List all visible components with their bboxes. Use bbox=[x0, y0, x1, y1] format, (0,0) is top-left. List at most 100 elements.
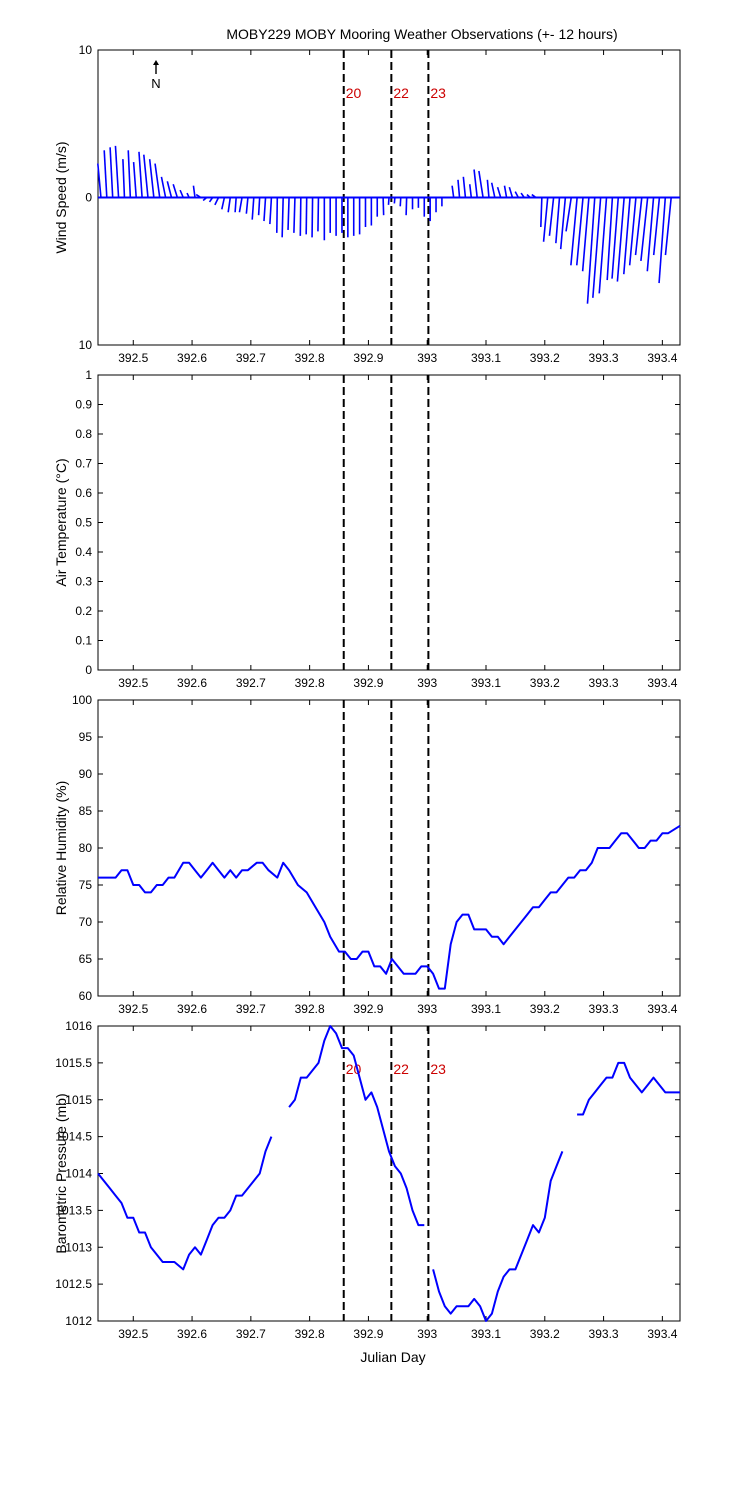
wind-vector bbox=[143, 154, 149, 198]
wind-vector bbox=[478, 170, 484, 198]
marker-label-22: 22 bbox=[393, 85, 409, 101]
y-tick-label: 1014.5 bbox=[55, 1130, 92, 1144]
plot-frame bbox=[97, 1025, 681, 1322]
x-tick-label: 393.2 bbox=[530, 676, 560, 690]
wind-vector bbox=[457, 179, 461, 198]
wind-vector bbox=[468, 184, 473, 198]
wind-vector bbox=[269, 197, 273, 225]
north-label: N bbox=[151, 76, 160, 91]
wind-vector bbox=[611, 197, 620, 279]
wind-vector bbox=[275, 197, 279, 233]
wind-vector bbox=[628, 197, 637, 266]
wind-vector bbox=[473, 169, 478, 198]
wind-vector bbox=[160, 176, 167, 198]
x-tick-label: 392.6 bbox=[177, 676, 207, 690]
x-tick-label: 392.9 bbox=[353, 351, 383, 365]
x-tick-label: 393.2 bbox=[530, 1327, 560, 1341]
x-tick-label: 393.3 bbox=[589, 676, 619, 690]
x-tick-label: 393 bbox=[417, 676, 437, 690]
wind-vector bbox=[393, 197, 396, 204]
wind-vector bbox=[405, 197, 408, 216]
plot-frame bbox=[97, 699, 681, 997]
y-tick-label: 95 bbox=[79, 730, 93, 744]
marker-label-23: 23 bbox=[430, 1061, 446, 1077]
wind-vector bbox=[540, 197, 543, 228]
wind-vector bbox=[138, 151, 143, 198]
wind-vector bbox=[311, 197, 314, 238]
wind-vector bbox=[382, 197, 385, 216]
wind-vector bbox=[592, 197, 602, 298]
y-tick-label: 100 bbox=[72, 693, 92, 707]
x-tick-label: 392.5 bbox=[118, 676, 148, 690]
panel-1: 392.5 392.6 392.7 392.8 392.9 393 393.1 393.2 39… bbox=[53, 43, 681, 365]
y-tick-label: 1015.5 bbox=[55, 1056, 92, 1070]
wind-vector bbox=[195, 193, 202, 199]
wind-vector bbox=[186, 192, 190, 198]
plot-frame bbox=[97, 374, 681, 671]
wind-vector bbox=[208, 197, 214, 203]
wind-vector bbox=[238, 197, 243, 213]
wind-vector bbox=[559, 197, 567, 250]
y-tick-label: 0.6 bbox=[75, 486, 92, 500]
wind-vector bbox=[192, 185, 196, 198]
wind-vector bbox=[109, 147, 114, 198]
y-axis-label: Wind Speed (m/s) bbox=[53, 141, 69, 253]
wind-vector bbox=[257, 197, 261, 216]
panel-3: 392.5 392.6 392.7 392.8 392.9 393 393.1 393.2 39… bbox=[53, 693, 681, 1016]
wind-vector bbox=[664, 197, 672, 256]
panels: 392.5 392.6 392.7 392.8 392.9 393 393.1 393.2 39… bbox=[53, 43, 681, 1341]
y-tick-label: 1015 bbox=[65, 1093, 92, 1107]
x-tick-label: 392.8 bbox=[295, 351, 325, 365]
panel-2: 392.5 392.6 392.7 392.8 392.9 393 393.1 393.2 39… bbox=[53, 368, 681, 690]
x-tick-label: 393.1 bbox=[471, 676, 501, 690]
x-tick-label: 393.4 bbox=[647, 1002, 677, 1016]
y-tick-label: 0.7 bbox=[75, 457, 92, 471]
wind-vector bbox=[451, 185, 455, 198]
x-tick-label: 393.4 bbox=[647, 1327, 677, 1341]
wind-vector bbox=[598, 197, 608, 294]
wind-vector bbox=[263, 197, 267, 222]
wind-vector bbox=[166, 181, 173, 198]
wind-vector bbox=[122, 159, 126, 198]
x-tick-label: 393.1 bbox=[471, 1327, 501, 1341]
y-tick-label: 0.4 bbox=[75, 545, 92, 559]
wind-vector bbox=[526, 193, 531, 199]
wind-vector bbox=[293, 197, 296, 233]
wind-vector bbox=[652, 197, 661, 256]
wind-vector bbox=[305, 197, 308, 235]
y-tick-label: 1013 bbox=[65, 1240, 92, 1254]
y-tick-label: 90 bbox=[79, 767, 93, 781]
x-tick-label: 393 bbox=[417, 351, 437, 365]
y-tick-label: 0.8 bbox=[75, 427, 92, 441]
wind-vector bbox=[508, 186, 514, 198]
data-line-segment bbox=[98, 824, 681, 990]
wind-vector bbox=[234, 197, 237, 213]
x-tick-label: 392.8 bbox=[295, 676, 325, 690]
y-tick-label: 1 bbox=[85, 368, 92, 382]
y-tick-label: 75 bbox=[79, 878, 93, 892]
wind-vector bbox=[387, 197, 390, 205]
wind-vector bbox=[399, 197, 402, 207]
x-tick-label: 392.6 bbox=[177, 351, 207, 365]
x-tick-label: 392.9 bbox=[353, 1327, 383, 1341]
wind-vector bbox=[114, 145, 120, 198]
wind-vector bbox=[586, 197, 596, 304]
marker-label-23: 23 bbox=[430, 85, 446, 101]
y-tick-label: 1013.5 bbox=[55, 1203, 92, 1217]
y-tick-label: 1012 bbox=[65, 1314, 92, 1328]
x-tick-label: 392.5 bbox=[118, 1327, 148, 1341]
x-tick-label: 393.1 bbox=[471, 351, 501, 365]
wind-vector bbox=[127, 150, 132, 198]
wind-vector bbox=[581, 197, 590, 272]
data-line-segment bbox=[97, 1136, 273, 1271]
x-axis-label: Julian Day bbox=[360, 1349, 425, 1365]
y-tick-label: 0.9 bbox=[75, 398, 92, 412]
wind-vector bbox=[622, 197, 631, 275]
marker-label-20: 20 bbox=[346, 85, 362, 101]
y-axis-label: Relative Humidity (%) bbox=[53, 781, 69, 916]
wind-vector bbox=[646, 197, 655, 272]
y-tick-label: 10 bbox=[79, 338, 93, 352]
y-tick-label: 70 bbox=[79, 915, 93, 929]
wind-vector bbox=[520, 192, 525, 198]
